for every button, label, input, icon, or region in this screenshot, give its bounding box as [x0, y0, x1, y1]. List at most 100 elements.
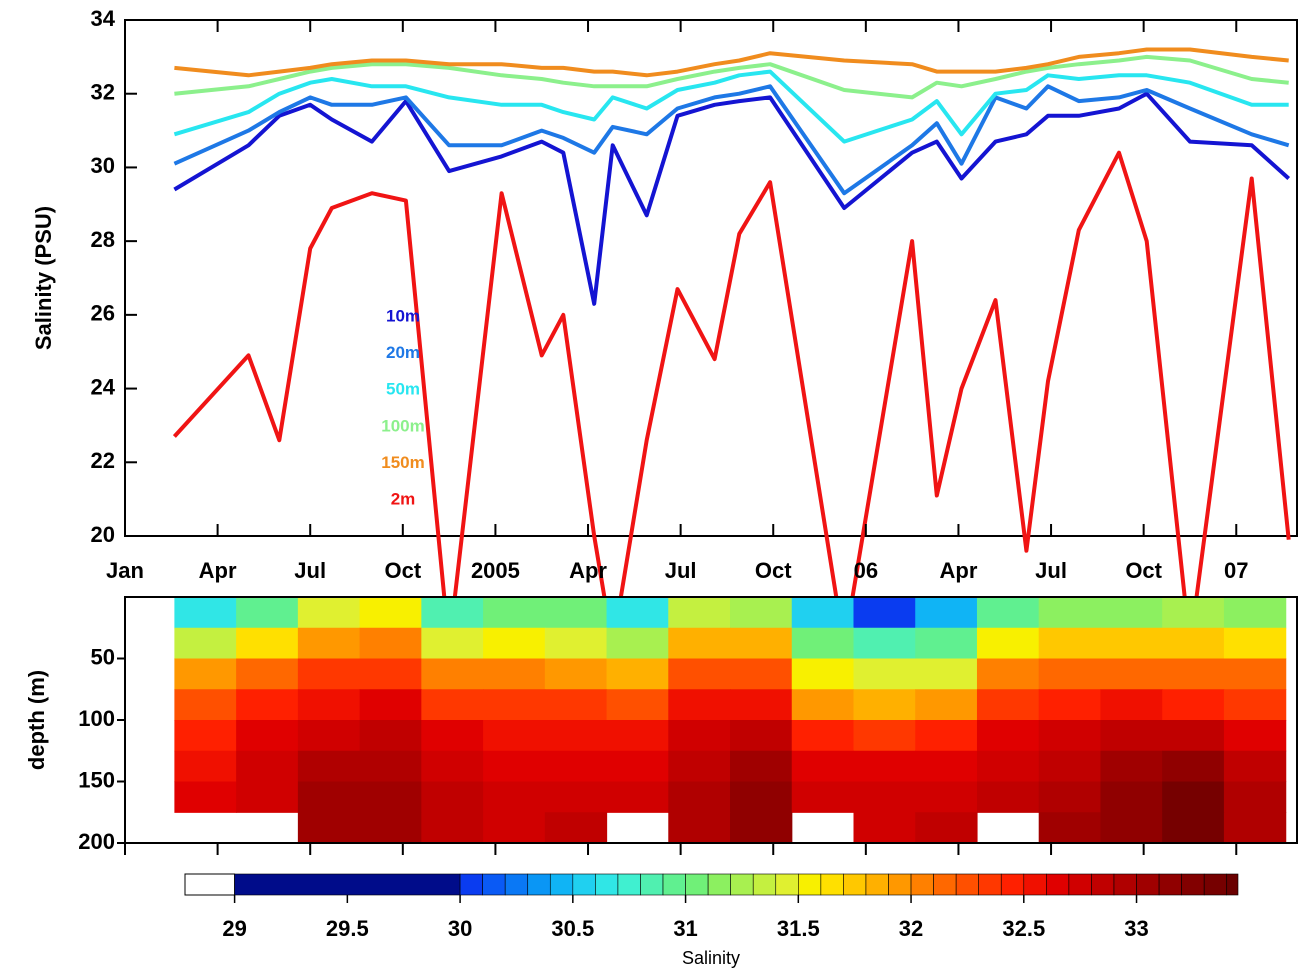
colorbar-block	[888, 873, 912, 896]
heat-cell	[853, 689, 916, 721]
legend-label: 20m	[386, 343, 420, 362]
heat-cell	[421, 812, 484, 844]
colorbar-block	[775, 873, 799, 896]
colorbar-block	[459, 873, 483, 896]
heat-cell	[297, 597, 361, 629]
heat-cell	[915, 627, 978, 660]
heat-cell	[1223, 781, 1287, 813]
x-tick-label: Apr	[940, 558, 978, 583]
colorbar-tick-label: 29.5	[326, 916, 369, 941]
heat-cell	[606, 689, 669, 721]
heat-cell	[791, 597, 855, 629]
depth-tick-label: 150	[78, 767, 115, 792]
heat-cell	[730, 750, 793, 783]
colorbar-block	[1000, 873, 1025, 896]
heat-cell	[1100, 658, 1163, 690]
colorbar-block	[1203, 873, 1228, 896]
heat-cell	[236, 720, 299, 752]
heat-cell	[1038, 750, 1102, 783]
heat-cell	[297, 658, 361, 690]
colorbar-block	[955, 873, 979, 896]
heat-cell	[668, 658, 731, 690]
heat-cell	[1038, 597, 1102, 629]
heat-cell	[791, 689, 855, 721]
heat-cell	[483, 750, 546, 783]
heat-cell	[1223, 627, 1287, 660]
heat-cell	[236, 750, 299, 783]
x-tick-label: Jul	[665, 558, 697, 583]
heat-cell	[1038, 689, 1102, 721]
colorbar-tick-label: 31.5	[777, 916, 820, 941]
heat-cell	[1223, 720, 1287, 752]
heat-cell	[853, 658, 916, 690]
heat-cell	[544, 812, 608, 844]
heat-cell	[544, 597, 608, 629]
y-tick-label: 20	[91, 522, 115, 547]
heat-cell	[915, 781, 978, 813]
heat-cell	[791, 781, 855, 813]
heat-cell	[1162, 689, 1225, 721]
heat-cell	[359, 627, 422, 660]
y-tick-label: 32	[91, 80, 115, 105]
colorbar-tick-label: 33	[1124, 916, 1148, 941]
heat-cell	[483, 812, 546, 844]
heat-cell	[668, 812, 731, 844]
heat-cell	[915, 658, 978, 690]
heat-cell	[976, 627, 1040, 660]
heat-cell	[853, 812, 916, 844]
heat-cell	[421, 720, 484, 752]
heat-cell	[297, 781, 361, 813]
series-line	[173, 84, 1290, 196]
heat-cell	[1162, 658, 1225, 690]
heat-cell	[606, 750, 669, 783]
colorbar-block	[572, 873, 596, 896]
heat-cell	[1100, 720, 1163, 752]
heat-cell	[1038, 812, 1102, 844]
heat-cell	[421, 627, 484, 660]
colorbar-tick-label: 30.5	[551, 916, 594, 941]
heat-cell	[606, 720, 669, 752]
heat-cell	[1223, 812, 1287, 844]
heat-cell	[544, 781, 608, 813]
heat-cell	[976, 750, 1040, 783]
x-tick-label: Jan	[106, 558, 144, 583]
heat-cell	[915, 597, 978, 629]
heat-cell	[730, 627, 793, 660]
heat-cell	[1100, 750, 1163, 783]
heat-cell	[421, 781, 484, 813]
colorbar-block	[482, 873, 506, 896]
y-tick-label: 34	[91, 6, 116, 31]
heat-cell	[1100, 689, 1163, 721]
series-line	[173, 69, 1289, 144]
heat-cell	[421, 597, 484, 629]
colorbar-block	[843, 873, 867, 896]
colorbar-block	[685, 873, 709, 896]
colorbar-tick-label: 30	[448, 916, 472, 941]
heat-cell	[606, 658, 669, 690]
x-tick-label: 07	[1224, 558, 1248, 583]
legend-label: 10m	[386, 306, 420, 325]
depth-axis-label: depth (m)	[24, 670, 49, 770]
heat-cell	[236, 658, 299, 690]
heat-cell	[791, 658, 855, 690]
heat-cell	[976, 720, 1040, 752]
x-tick-label: Apr	[199, 558, 237, 583]
x-tick-label: Oct	[1125, 558, 1162, 583]
colorbar-block	[1158, 873, 1182, 896]
heat-cell	[236, 689, 299, 721]
heat-cell	[976, 781, 1040, 813]
heat-cell	[236, 597, 299, 629]
heat-cell	[1100, 781, 1163, 813]
depth-tick-label: 200	[78, 829, 115, 854]
legend-label: 150m	[381, 453, 424, 472]
heat-cell	[174, 781, 237, 813]
colorbar-block	[865, 873, 889, 896]
heat-cell	[1223, 750, 1287, 783]
series-line	[173, 91, 1291, 306]
heat-cell	[297, 812, 361, 844]
legend-label: 50m	[386, 380, 420, 399]
heat-cell	[359, 597, 422, 629]
x-tick-label: Oct	[755, 558, 792, 583]
colorbar-block	[707, 873, 731, 896]
colorbar-block	[595, 873, 619, 896]
